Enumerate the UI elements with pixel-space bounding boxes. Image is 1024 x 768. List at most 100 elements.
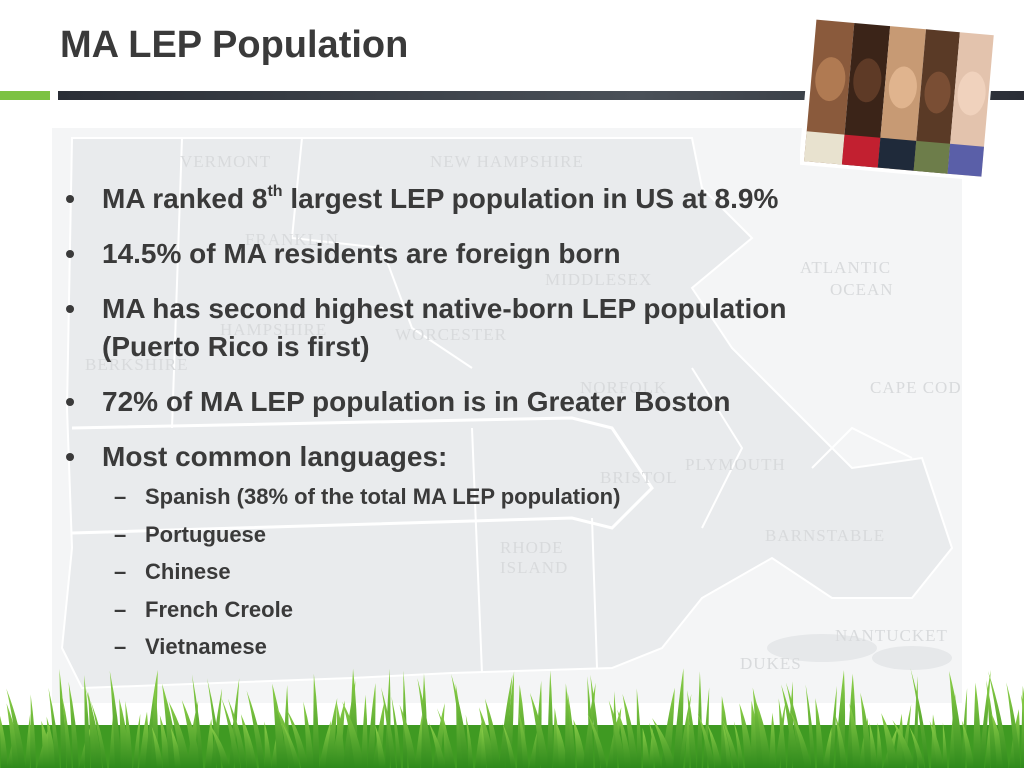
- grass-blade: [90, 700, 108, 768]
- grass-blade: [673, 668, 684, 768]
- grass-blade: [642, 727, 650, 768]
- title-accent-bar: [0, 91, 50, 100]
- bullet-text: 72% of MA LEP population is in Greater B…: [102, 386, 731, 417]
- grass-blade: [391, 696, 402, 768]
- grass-blade: [722, 719, 739, 768]
- map-label-norfolk: Norfolk: [580, 378, 668, 397]
- grass-blade: [303, 701, 314, 768]
- map-label-middlesex: Middlesex: [545, 270, 653, 289]
- grass-blade: [109, 670, 122, 768]
- grass-blade: [282, 723, 300, 768]
- language-item: – Chinese: [114, 559, 231, 585]
- map-label-hampshire: Hampshire: [220, 320, 328, 339]
- grass-blade: [555, 720, 568, 768]
- grass-blade: [46, 716, 56, 768]
- language-item: – Portuguese: [114, 521, 267, 547]
- grass-blade: [636, 688, 642, 768]
- map-label-rhode: Rhode: [500, 538, 564, 557]
- grass-blade: [949, 671, 964, 768]
- grass-blade: [221, 698, 241, 768]
- grass-blade: [565, 683, 572, 768]
- grass-blade: [481, 726, 487, 768]
- grass-blade: [652, 717, 676, 768]
- grass-blade: [336, 703, 345, 768]
- grass-blade: [478, 707, 495, 768]
- grass-blade: [227, 698, 247, 768]
- grass-blade: [499, 674, 513, 768]
- grass-blade: [133, 713, 141, 768]
- grass-blade: [0, 716, 8, 768]
- grass-blade: [573, 719, 586, 768]
- map-label-vermont: Vermont: [180, 152, 272, 171]
- grass-blade: [910, 668, 930, 768]
- grass-blade: [25, 713, 31, 768]
- grass-blade: [829, 685, 837, 768]
- grass-blade: [608, 700, 626, 768]
- grass-blade: [687, 690, 697, 768]
- map-label-worcester: Worcester: [395, 325, 507, 344]
- grass-blade: [815, 698, 824, 768]
- grass-blade: [159, 715, 171, 768]
- grass-blade: [6, 688, 26, 768]
- grass-blade: [415, 714, 423, 768]
- bullet-item: • MA has second highest native-born LEP p…: [65, 293, 787, 362]
- language-text: Chinese: [145, 559, 231, 585]
- grass-blade: [465, 714, 474, 768]
- grass-blade: [436, 708, 456, 768]
- map-label-plymouth: Plymouth: [685, 455, 786, 474]
- grass-blade: [986, 680, 997, 768]
- grass-blade: [587, 713, 607, 768]
- grass-blade: [942, 722, 948, 768]
- grass-blade: [973, 682, 981, 768]
- grass-blade: [881, 713, 898, 768]
- bullet-item: • MA ranked 8th largest LEP population in…: [65, 182, 779, 214]
- grass-blade: [451, 673, 470, 768]
- language-item: – Spanish (38% of the total MA LEP popula…: [114, 484, 621, 509]
- grass-blade: [502, 722, 516, 768]
- ordinal-superscript: th: [267, 182, 283, 200]
- language-text: Spanish (38% of the total MA LEP populat…: [145, 484, 621, 509]
- grass-blade: [272, 683, 286, 768]
- grass-blade: [769, 712, 776, 768]
- grass-blade: [781, 684, 800, 768]
- grass-blade: [722, 722, 732, 768]
- grass-blade: [895, 713, 904, 768]
- grass-blade: [242, 719, 258, 768]
- grass-blade: [61, 695, 72, 768]
- grass-blade: [547, 670, 553, 768]
- language-item: – Vietnamese: [114, 634, 267, 660]
- grass-blade: [367, 682, 376, 768]
- grass-blade: [567, 691, 576, 768]
- grass-blade: [433, 702, 445, 768]
- map-label-barnstable: Barnstable: [765, 526, 886, 545]
- bullet-text: Most common languages:: [102, 441, 448, 472]
- grass-blade: [246, 690, 266, 768]
- grass-blade: [622, 693, 638, 768]
- grass-blade: [697, 671, 702, 768]
- grass-blade: [518, 711, 529, 768]
- grass-blade: [325, 698, 338, 768]
- grass-blade: [823, 726, 832, 768]
- grass-blade: [484, 698, 501, 768]
- bullet-list: • MA ranked 8th largest LEP population in…: [60, 180, 880, 670]
- map-label-berkshire: Berkshire: [85, 355, 189, 374]
- map-label-new-hampshire: New Hampshire: [430, 152, 584, 171]
- grass-blade: [1020, 694, 1024, 725]
- grass-blade: [961, 720, 974, 768]
- people-photo-strip: [800, 15, 995, 180]
- grass-blade: [191, 674, 204, 768]
- grass-blade: [86, 688, 103, 768]
- language-text: French Creole: [145, 596, 293, 622]
- bullet-text: MA ranked 8: [102, 183, 268, 214]
- bullet-text: MA has second highest native-born LEP po…: [102, 293, 787, 362]
- grass-blade: [399, 704, 417, 768]
- grass-blade: [739, 703, 754, 768]
- grass-blade: [529, 692, 549, 768]
- grass-blade: [48, 687, 60, 768]
- bullet-text-continued: largest LEP population in US at 8.9%: [282, 183, 779, 214]
- grass-blade: [181, 699, 201, 768]
- grass-blade: [778, 698, 787, 768]
- bullet-item: • 72% of MA LEP population is in Greater …: [65, 386, 731, 417]
- grass-blade: [30, 694, 36, 768]
- grass-blade: [805, 684, 816, 768]
